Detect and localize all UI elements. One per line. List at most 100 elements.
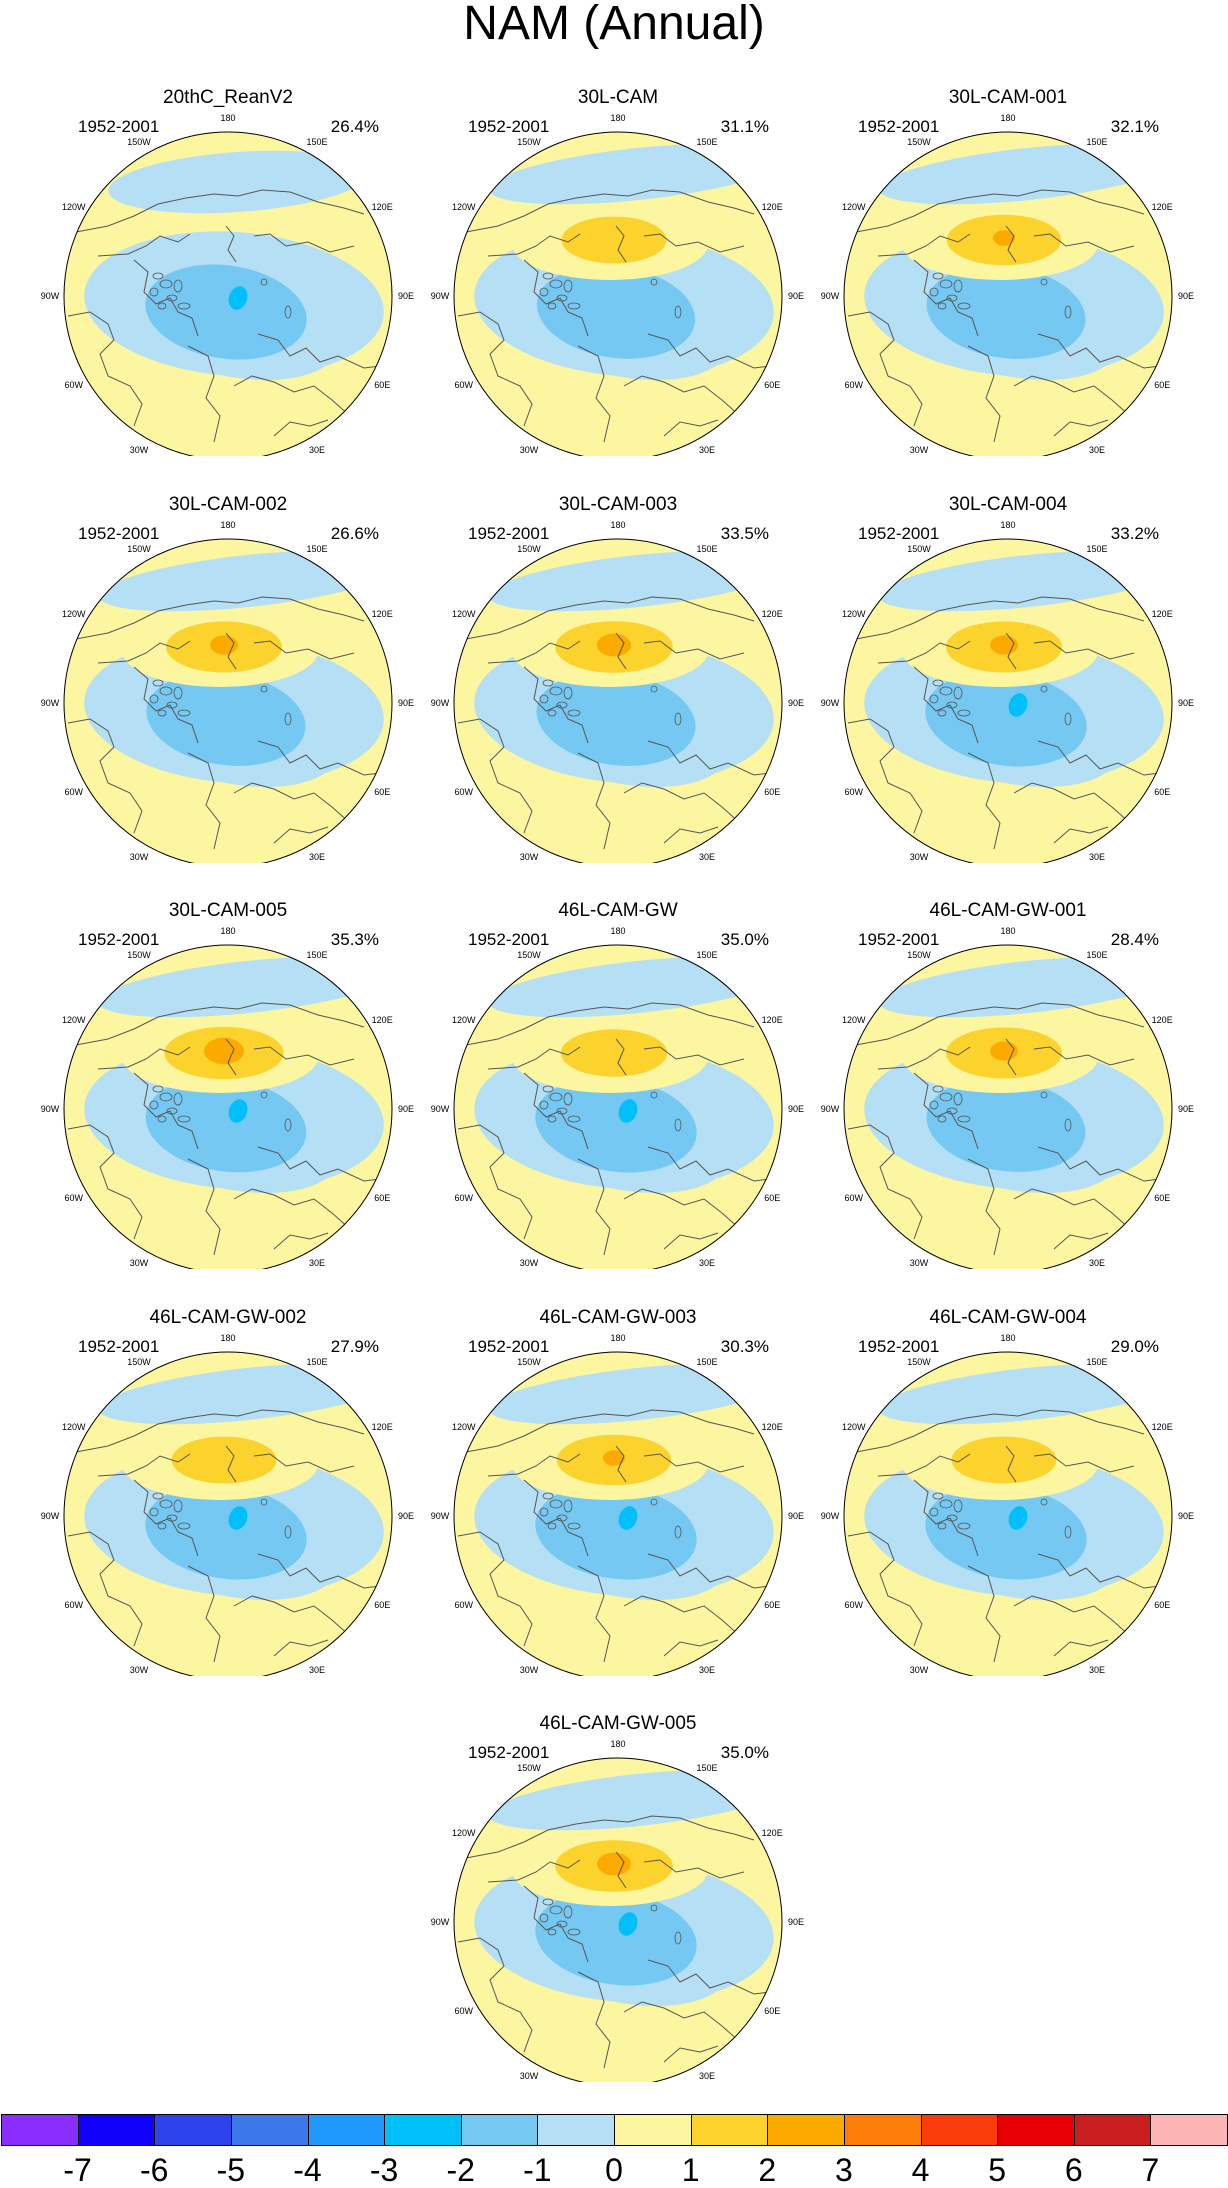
- coastline: [647, 740, 771, 776]
- coastline: [877, 1046, 971, 1070]
- coastline: [913, 259, 979, 337]
- island-outline: [932, 679, 944, 687]
- coastline: [67, 311, 143, 427]
- coastline: [67, 718, 143, 834]
- coastline: [855, 596, 1145, 640]
- island-outline: [937, 1115, 947, 1123]
- longitude-label-30e: 30E: [699, 445, 715, 455]
- longitude-label-150w: 150W: [127, 137, 151, 147]
- pacific-high-core: [597, 633, 631, 657]
- coastlines: [67, 1409, 381, 1663]
- arctic-islands: [539, 1085, 682, 1132]
- coastline: [913, 1479, 979, 1557]
- coastline: [1053, 1639, 1109, 1657]
- island-outline: [1064, 1118, 1072, 1132]
- island-outline: [563, 1499, 573, 1513]
- longitude-label-90e: 90E: [1178, 698, 1194, 708]
- map-boundary: [453, 131, 783, 456]
- longitude-label-120e: 120E: [1152, 202, 1173, 212]
- island-outline: [159, 1499, 173, 1509]
- panel-variance-percent: 26.4%: [330, 117, 379, 136]
- coastline: [663, 419, 719, 437]
- longitude-label-90w: 90W: [41, 1104, 60, 1114]
- pacific-high-core: [597, 1852, 631, 1876]
- coastline: [523, 1479, 589, 1557]
- colorbar-swatch: [920, 2114, 999, 2146]
- coastline: [967, 345, 1001, 443]
- island-outline: [149, 1100, 159, 1110]
- island-outline: [946, 701, 958, 709]
- longitude-label-90e: 90E: [788, 698, 804, 708]
- coastline: [1013, 375, 1131, 417]
- longitude-label-120e: 120E: [762, 1828, 783, 1838]
- longitude-label-120w: 120W: [842, 609, 866, 619]
- island-outline: [556, 1514, 568, 1522]
- longitude-label-60w: 60W: [65, 1193, 84, 1203]
- coastline: [647, 333, 771, 369]
- longitude-label-120e: 120E: [762, 1015, 783, 1025]
- panel-title: 30L-CAM: [577, 87, 659, 108]
- longitude-label-150e: 150E: [306, 1357, 327, 1367]
- coastline: [253, 1046, 355, 1066]
- coastline: [253, 233, 355, 253]
- longitude-label-30w: 30W: [910, 445, 929, 455]
- island-outline: [957, 1115, 971, 1123]
- coastline: [487, 640, 581, 664]
- longitude-label-90e: 90E: [788, 1917, 804, 1927]
- island-outline: [953, 686, 963, 700]
- island-outline: [166, 1514, 178, 1522]
- longitude-label-120w: 120W: [452, 202, 476, 212]
- longitude-label-90w: 90W: [821, 1511, 840, 1521]
- longitude-label-60w: 60W: [455, 1193, 474, 1203]
- colorbar-label: -4: [293, 2152, 322, 2188]
- longitude-label-30e: 30E: [699, 2071, 715, 2081]
- panel-title: 30L-CAM-003: [558, 494, 678, 515]
- longitude-label-120e: 120E: [1152, 1015, 1173, 1025]
- island-outline: [152, 1085, 164, 1093]
- polar-map: 180150E120E90E60E30E030W60W90W120W150W: [821, 520, 1194, 863]
- coastline: [75, 596, 365, 640]
- coastline: [1033, 233, 1135, 253]
- panel-period: 1952-2001: [858, 1337, 940, 1356]
- coastline: [97, 233, 191, 257]
- island-outline: [260, 1091, 268, 1099]
- longitude-label-120e: 120E: [372, 609, 393, 619]
- longitude-label-120w: 120W: [62, 1422, 86, 1432]
- island-outline: [650, 1091, 658, 1099]
- map-boundary: [453, 1351, 783, 1676]
- coastline: [847, 1124, 923, 1240]
- map-panel: 180150E120E90E60E30E030W60W90W120W150W30…: [818, 493, 1198, 863]
- arctic-low-core: [535, 1077, 697, 1173]
- coastline: [967, 752, 1001, 850]
- map-boundary: [843, 538, 1173, 863]
- coastline: [187, 1158, 221, 1256]
- longitude-label-180: 180: [610, 1333, 625, 1343]
- longitude-label-60w: 60W: [455, 787, 474, 797]
- island-outline: [567, 1928, 581, 1936]
- arctic-low-core: [926, 1078, 1086, 1172]
- island-outline: [173, 279, 183, 293]
- polar-map: 180150E120E90E60E30E030W60W90W120W150W: [41, 926, 414, 1269]
- longitude-label-120w: 120W: [452, 1422, 476, 1432]
- panel-period: 1952-2001: [468, 1743, 550, 1762]
- pacific-high: [561, 216, 667, 264]
- coastlines: [67, 596, 381, 850]
- longitude-label-90w: 90W: [821, 1104, 840, 1114]
- colorbar-label: -7: [63, 2152, 92, 2188]
- longitude-label-150e: 150E: [1086, 544, 1107, 554]
- pacific-high-core: [990, 635, 1018, 655]
- coastlines: [847, 596, 1161, 850]
- arctic-low-center: [618, 1099, 638, 1123]
- pacific-high-core: [204, 1037, 244, 1065]
- arctic-low-core: [535, 1890, 697, 1986]
- island-outline: [650, 278, 658, 286]
- coastline: [1053, 826, 1109, 844]
- colorbar-label: -1: [523, 2152, 552, 2188]
- island-outline: [563, 686, 573, 700]
- coastline: [1005, 225, 1017, 263]
- colorbar-label: 2: [758, 2152, 777, 2188]
- coastline: [1037, 740, 1161, 776]
- longitude-label-180: 180: [220, 520, 235, 530]
- coastline: [577, 1158, 611, 1256]
- island-outline: [157, 1522, 167, 1530]
